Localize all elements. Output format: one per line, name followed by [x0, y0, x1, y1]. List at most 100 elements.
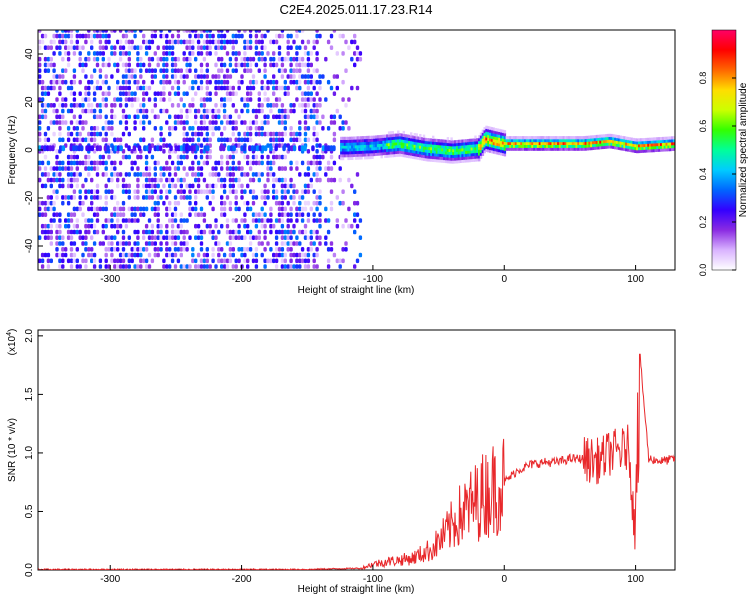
spectrogram-cell	[58, 85, 62, 91]
spectrogram-cell	[393, 139, 396, 143]
spectrogram-cell	[179, 120, 183, 125]
spectrogram-cell	[72, 212, 77, 217]
spectrogram-cell	[251, 85, 256, 91]
spectrogram-cell	[341, 145, 345, 149]
spectrogram-cell	[159, 131, 163, 137]
spectrogram-cell	[272, 74, 276, 79]
spectrogram-cell	[124, 143, 129, 148]
spectrogram-cell	[156, 223, 160, 229]
spectrogram-cell	[69, 131, 74, 137]
spectrogram-cell	[625, 136, 628, 140]
spectrogram-cell	[461, 159, 464, 163]
spectrogram-cell	[170, 252, 175, 258]
spectrogram-cell	[474, 141, 477, 145]
spectrogram-cell	[237, 33, 241, 39]
spectrogram-cell	[170, 212, 175, 217]
spectrogram-cell	[531, 141, 534, 145]
spectrogram-cell	[202, 126, 207, 131]
spectrogram-cell	[402, 139, 405, 143]
spectrogram-cell	[384, 143, 387, 147]
spectrogram-cell	[593, 146, 597, 150]
spectrogram-cell	[494, 148, 497, 152]
spectrogram-cell	[292, 56, 296, 62]
spectrogram-cell	[536, 147, 540, 151]
spectrogram-cell	[237, 229, 241, 235]
spectrogram-cell	[78, 206, 82, 212]
spectrogram-cell	[590, 138, 593, 142]
spectrogram-cell	[503, 150, 507, 154]
spectrogram-cell	[283, 131, 287, 137]
spectrogram-cell	[52, 85, 56, 91]
spectrogram-cell	[527, 139, 530, 143]
spectrogram-cell	[272, 160, 276, 166]
spectrogram-cell	[428, 144, 431, 148]
spectrogram-cell	[312, 126, 316, 131]
spectrogram-cell	[406, 146, 409, 150]
spectrogram-cell	[254, 172, 259, 177]
spectrogram-cell	[84, 85, 88, 91]
spectrogram-cell	[147, 68, 152, 73]
spectrogram-cell	[191, 126, 195, 131]
spectrogram-cell	[610, 136, 613, 140]
spectrogram-cell	[256, 145, 260, 152]
spectrogram-cell	[43, 114, 48, 120]
spectrogram-cell	[231, 218, 235, 223]
spectrogram-cell	[225, 68, 230, 73]
spectrogram-cell	[242, 145, 247, 152]
spectrogram-cell	[373, 147, 376, 151]
spectrogram-cell	[61, 79, 65, 85]
spectrogram-cell	[318, 218, 322, 223]
spectrogram-cell	[228, 183, 233, 189]
spectrogram-cell	[142, 172, 146, 177]
spectrogram-cell	[634, 146, 637, 151]
spectrogram-cell	[260, 223, 264, 229]
spectrogram-cell	[272, 114, 276, 120]
spectrogram-cell	[254, 223, 259, 229]
spectrogram-cell	[292, 131, 296, 137]
spectrogram-cell	[656, 148, 659, 152]
spectrogram-cell	[130, 206, 134, 212]
spectrogram-cell	[136, 166, 140, 171]
spectrogram-cell	[437, 139, 440, 143]
spectrogram-cell	[303, 183, 308, 189]
spectrogram-cell	[127, 218, 131, 223]
spectrogram-cell	[551, 139, 554, 143]
spectrogram-cell	[150, 33, 155, 39]
spectrogram-cell	[196, 33, 201, 39]
spectrogram-cell	[133, 264, 137, 269]
spectrogram-cell	[375, 146, 378, 151]
spectrogram-cell	[194, 68, 198, 73]
spectrogram-cell	[124, 97, 129, 102]
spectrogram-cell	[628, 137, 632, 141]
spectrogram-cell	[421, 142, 424, 147]
spectrogram-cell	[579, 144, 582, 148]
spectrogram-cell	[647, 143, 650, 147]
spectrogram-cell	[162, 85, 166, 91]
spectrogram-cell	[315, 39, 319, 45]
spectrogram-cell	[248, 45, 253, 50]
spectrogram-cell	[205, 189, 209, 194]
spectrogram-cell	[408, 134, 411, 138]
spectrogram-cell	[315, 160, 319, 166]
spectrogram-cell	[397, 150, 400, 154]
spectrogram-cell	[306, 103, 311, 108]
spectrogram-cell	[49, 62, 53, 68]
spectrogram-cell	[211, 114, 215, 120]
spectrogram-cell	[188, 108, 192, 114]
spectrogram-cell	[329, 120, 334, 125]
spectrogram-cell	[64, 39, 68, 45]
spectrogram-cell	[369, 138, 372, 142]
spectrogram-cell	[599, 134, 602, 138]
spectrogram-cell	[387, 134, 391, 138]
spectrogram-cell	[191, 160, 195, 166]
spectrogram-cell	[110, 247, 114, 252]
spectrogram-cell	[127, 235, 131, 240]
spectrogram-cell	[421, 154, 424, 158]
spectrogram-cell	[156, 114, 160, 120]
spectrogram-cell	[283, 114, 287, 120]
spectrogram-cell	[116, 218, 120, 223]
spectrogram-cell	[639, 141, 643, 145]
spectrogram-cell	[46, 229, 51, 235]
spectrogram-cell	[87, 247, 91, 252]
spectrogram-cell	[375, 138, 378, 142]
